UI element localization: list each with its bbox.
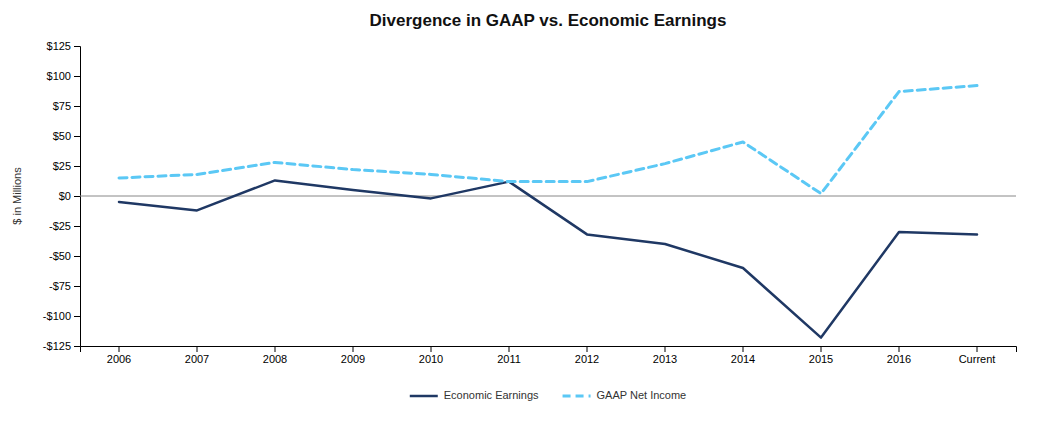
x-tick-mark <box>977 346 978 352</box>
x-tick: Current <box>959 346 996 365</box>
y-tick: $125 <box>47 40 80 52</box>
x-tick-label: Current <box>959 353 996 365</box>
y-tick-mark <box>74 76 80 77</box>
x-tick-label: 2015 <box>809 353 833 365</box>
x-tick: 2013 <box>653 346 677 365</box>
y-tick-label: $0 <box>59 190 71 202</box>
title: Divergence in GAAP vs. Economic Earnings <box>370 11 727 30</box>
x-tick-label: 2009 <box>341 353 365 365</box>
x-tick: 2009 <box>341 346 365 365</box>
x-tick: 2006 <box>107 346 131 365</box>
y-tick: $75 <box>53 100 80 112</box>
legend-label: GAAP Net Income <box>597 389 687 401</box>
y-tick: -$125 <box>43 340 80 352</box>
x-tick-label: 2014 <box>731 353 755 365</box>
x-tick-label: 2010 <box>419 353 443 365</box>
y-tick-label: -$125 <box>43 340 71 352</box>
x-tick-mark <box>431 346 432 352</box>
y-tick-label: -$25 <box>49 220 71 232</box>
x-tick-label: 2013 <box>653 353 677 365</box>
zero-line <box>80 196 1016 197</box>
x-tick-mark <box>119 346 120 352</box>
y-tick: $25 <box>53 160 80 172</box>
x-tick-mark <box>587 346 588 352</box>
y-tick-mark <box>74 256 80 257</box>
y-tick-mark <box>74 196 80 197</box>
x-tick-label: 2012 <box>575 353 599 365</box>
y-tick: -$25 <box>49 220 80 232</box>
y-tick: -$100 <box>43 310 80 322</box>
y-tick-mark <box>74 316 80 317</box>
y-tick: -$75 <box>49 280 80 292</box>
y-tick-mark <box>74 106 80 107</box>
y-tick: $100 <box>47 70 80 82</box>
x-tick-label: 2007 <box>185 353 209 365</box>
legend-item: GAAP Net Income <box>563 389 687 401</box>
y-tick-mark <box>74 46 80 47</box>
x-axis: 2006 2007 2008 2009 2010 2011 2012 2013 2014 2015… <box>81 346 1017 365</box>
y-axis-title: $ in Millions <box>11 167 23 225</box>
x-tick-label: 2016 <box>887 353 911 365</box>
x-tick: 2016 <box>887 346 911 365</box>
x-tick-mark <box>899 346 900 352</box>
y-tick-mark <box>74 346 80 347</box>
x-tick: 2012 <box>575 346 599 365</box>
y-tick: $50 <box>53 130 80 142</box>
x-tick-mark <box>509 346 510 352</box>
y-tick-label: $25 <box>53 160 71 172</box>
x-axis-line <box>81 347 1017 353</box>
legend-swatch <box>410 395 438 398</box>
plot: -$125 -$100 -$75 -$50 -$25 $0 $25 $50 $75 $100 $12… <box>43 40 1017 365</box>
y-tick-label: $100 <box>47 70 71 82</box>
x-tick-mark <box>665 346 666 352</box>
y-axis: -$125 -$100 -$75 -$50 -$25 $0 $25 $50 $75 $100 $12… <box>43 40 81 352</box>
x-tick-mark <box>821 346 822 352</box>
chart: -$125 -$100 -$75 -$50 -$25 $0 $25 $50 $75 $100 $12… <box>0 0 1041 424</box>
x-tick-label: 2008 <box>263 353 287 365</box>
x-tick: 2010 <box>419 346 443 365</box>
legend: Economic Earnings GAAP Net Income <box>410 389 686 401</box>
y-tick: $0 <box>59 190 80 202</box>
series-line <box>119 86 977 194</box>
x-tick-mark <box>275 346 276 352</box>
y-tick-label: $50 <box>53 130 71 142</box>
x-tick-mark <box>353 346 354 352</box>
x-tick-mark <box>743 346 744 352</box>
y-tick-label: -$75 <box>49 280 71 292</box>
x-tick: 2015 <box>809 346 833 365</box>
y-tick-label: $125 <box>47 40 71 52</box>
legend-label: Economic Earnings <box>444 389 539 401</box>
y-tick: -$50 <box>49 250 80 262</box>
x-tick: 2008 <box>263 346 287 365</box>
lines <box>119 86 977 338</box>
y-tick-mark <box>74 166 80 167</box>
x-tick: 2014 <box>731 346 755 365</box>
y-tick-label: -$50 <box>49 250 71 262</box>
x-tick-mark <box>197 346 198 352</box>
y-tick-mark <box>74 226 80 227</box>
series-line <box>119 180 977 337</box>
y-tick-mark <box>74 286 80 287</box>
y-tick-label: -$100 <box>43 310 71 322</box>
y-axis-line <box>74 47 81 347</box>
legend-swatch <box>563 395 591 398</box>
x-tick-label: 2011 <box>497 353 521 365</box>
x-tick: 2011 <box>497 346 521 365</box>
y-tick-label: $75 <box>53 100 71 112</box>
y-tick-mark <box>74 136 80 137</box>
legend-item: Economic Earnings <box>410 389 539 401</box>
x-tick-label: 2006 <box>107 353 131 365</box>
x-tick: 2007 <box>185 346 209 365</box>
